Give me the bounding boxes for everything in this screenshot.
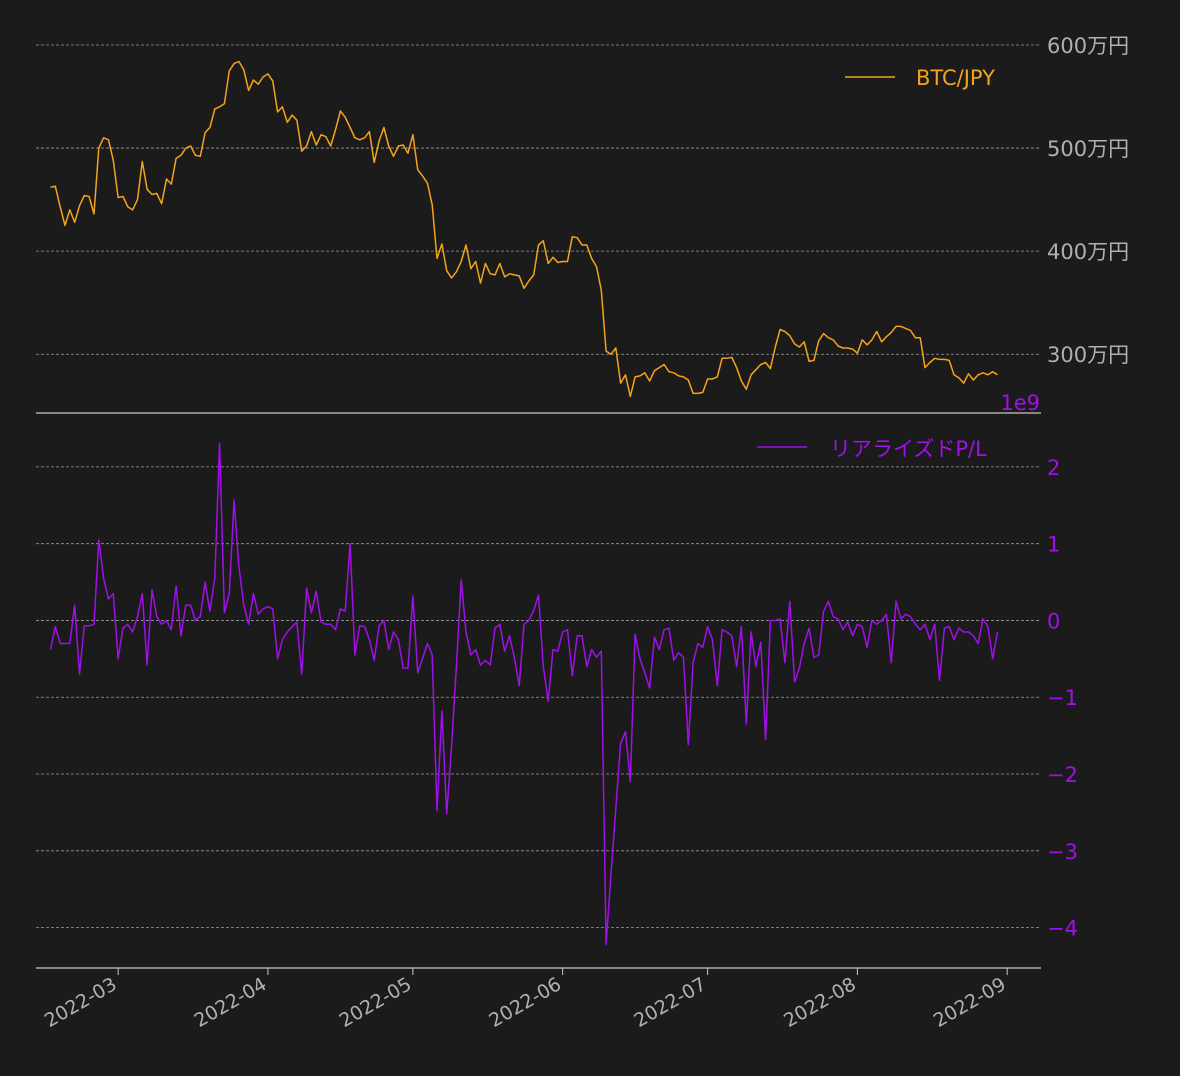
bottom-y-tick-label: −1: [1047, 686, 1078, 710]
top-y-tick-labels: 600万円 500万円 400万円 300万円: [1047, 34, 1129, 367]
bottom-y-tick-label: −4: [1047, 917, 1078, 941]
top-y-tick-label: 600万円: [1047, 34, 1129, 58]
realized-pl-line: [49, 443, 999, 946]
bottom-y-tick-label: 2: [1047, 456, 1060, 480]
btc-price-line: [50, 60, 998, 398]
top-y-tick-label: 300万円: [1047, 343, 1129, 367]
bottom-gridlines: [36, 466, 1041, 929]
bottom-y-tick-label: −3: [1047, 840, 1078, 864]
btc-price-panel: 600万円 500万円 400万円 300万円 BTC/JPY: [36, 34, 1129, 414]
bottom-legend-label: リアライズドP/L: [830, 437, 987, 461]
bottom-y-tick-label: 1: [1047, 533, 1060, 557]
top-y-tick-label: 400万円: [1047, 240, 1129, 264]
top-gridlines: [36, 44, 1041, 355]
bottom-y-tick-label: −2: [1047, 763, 1078, 787]
bottom-y-tick-label: 0: [1047, 609, 1060, 633]
top-y-tick-label: 500万円: [1047, 137, 1129, 161]
bottom-y-tick-labels: 2 1 0 −1 −2 −3 −4: [1047, 456, 1078, 941]
realized-pl-panel: 2 1 0 −1 −2 −3 −4 1e9 リアライズドP/L: [36, 391, 1078, 969]
y-offset-text: 1e9: [1000, 391, 1040, 415]
top-legend-label: BTC/JPY: [916, 66, 995, 90]
